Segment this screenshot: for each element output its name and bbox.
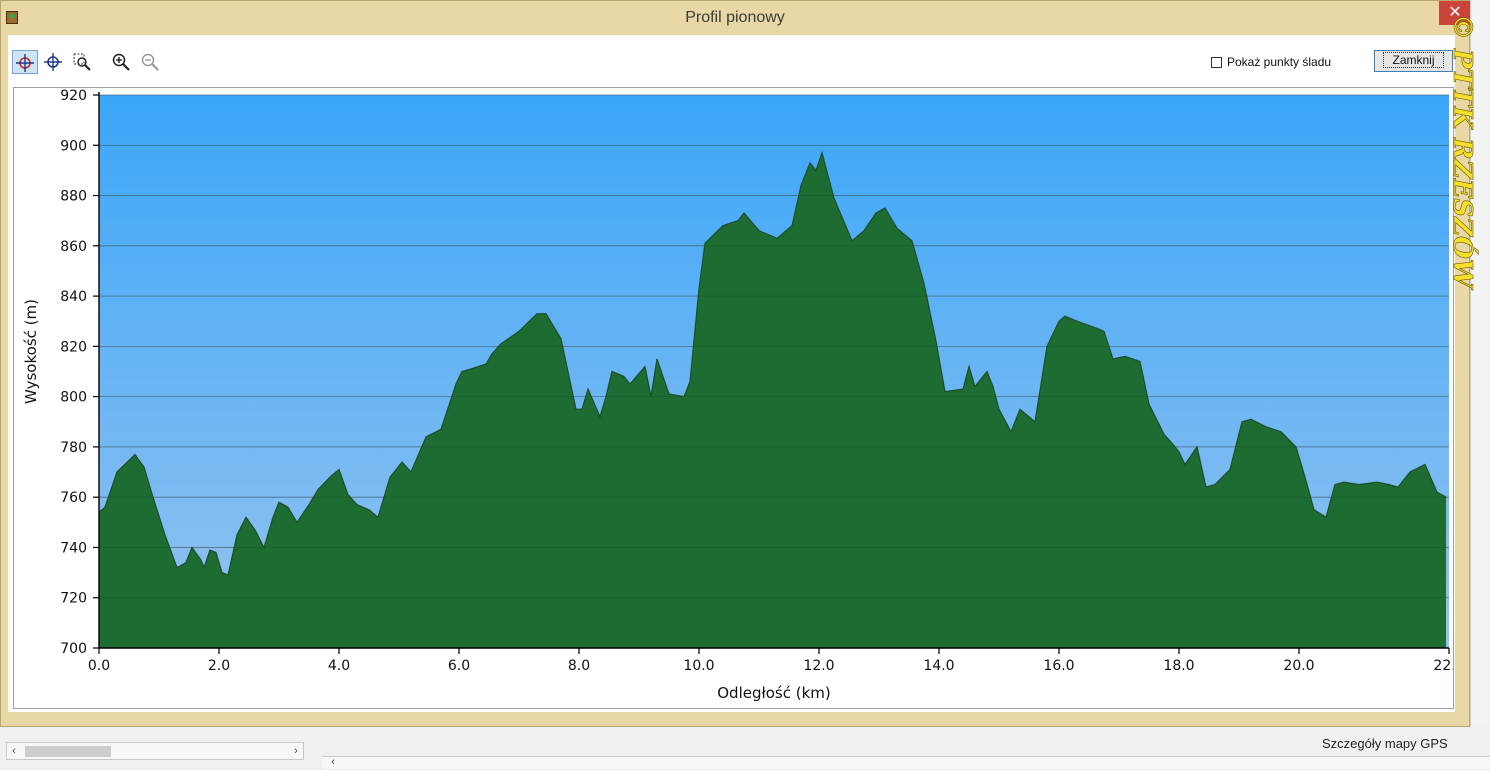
scroll-right-arrow-icon[interactable]: ›	[294, 745, 298, 757]
crosshair-icon[interactable]	[41, 50, 67, 74]
y-axis-title: Wysokość (m)	[22, 299, 40, 404]
window-close-button[interactable]: ✕	[1439, 1, 1471, 25]
y-tick-label: 780	[60, 440, 87, 456]
y-tick-label: 820	[60, 339, 87, 355]
elevation-chart: 920 900 880 860 840 820 800 780 760 740 720 700 0.0 2…	[13, 87, 1454, 709]
y-tick-label: 920	[60, 88, 87, 104]
profile-window: Profil pionowy ✕	[0, 0, 1471, 727]
app-icon	[6, 11, 18, 24]
zoom-out-icon[interactable]	[138, 50, 164, 74]
y-tick-label: 860	[60, 239, 87, 255]
x-tick-label: 12.0	[803, 658, 834, 674]
zoom-in-icon[interactable]	[109, 50, 135, 74]
x-tick-label: 6.0	[448, 658, 470, 674]
x-tick-label: 0.0	[88, 658, 110, 674]
map-scroll-left-arrow-icon[interactable]: ‹	[331, 756, 335, 768]
show-track-points-label: Pokaż punkty śladu	[1227, 55, 1332, 69]
y-tick-label: 760	[60, 490, 87, 506]
y-tick-label: 840	[60, 289, 87, 305]
x-tick-label: 14.0	[923, 658, 954, 674]
x-tick-label: 16.0	[1043, 658, 1074, 674]
close-button[interactable]: Zamknij	[1374, 50, 1453, 72]
show-track-points-checkbox[interactable]	[1211, 56, 1222, 68]
y-tick-label: 800	[60, 390, 87, 406]
y-tick-label: 700	[60, 641, 87, 657]
scrollbar-thumb[interactable]	[25, 746, 111, 757]
elevation-line	[98, 150, 1447, 576]
x-tick-label: 18.0	[1163, 658, 1194, 674]
y-tick-label: 720	[60, 591, 87, 607]
x-tick-label: 2.0	[208, 658, 230, 674]
dialog-client-area: Pokaż punkty śladu Zamknij	[8, 35, 1455, 712]
y-tick-label: 900	[60, 138, 87, 154]
left-horizontal-scrollbar[interactable]: ‹ ›	[6, 742, 304, 760]
map-horizontal-scrollbar[interactable]: ‹	[322, 756, 1490, 769]
y-tick-label: 880	[60, 189, 87, 205]
x-axis-title: Odległość (km)	[717, 684, 831, 702]
x-tick-label: 4.0	[328, 658, 350, 674]
gps-map-details-label: Szczegóły mapy GPS	[1322, 736, 1448, 751]
scroll-left-arrow-icon[interactable]: ‹	[12, 745, 16, 757]
zoom-region-icon[interactable]	[70, 50, 96, 74]
title-bar[interactable]: Profil pionowy ✕	[1, 1, 1471, 35]
crosshair-active-icon[interactable]	[12, 50, 38, 74]
close-button-label: Zamknij	[1383, 52, 1444, 68]
elevation-area	[99, 152, 1446, 649]
x-tick-label: 22.5	[1433, 658, 1453, 674]
background-panel-edge	[1470, 0, 1490, 727]
x-tick-label: 20.0	[1283, 658, 1314, 674]
chart-toolbar: Pokaż punkty śladu Zamknij	[8, 35, 1455, 85]
window-title: Profil pionowy	[685, 9, 785, 26]
show-track-points-toggle[interactable]: Pokaż punkty śladu	[1211, 54, 1331, 70]
x-tick-label: 8.0	[568, 658, 590, 674]
x-tick-label: 10.0	[683, 658, 714, 674]
y-tick-label: 740	[60, 540, 87, 556]
